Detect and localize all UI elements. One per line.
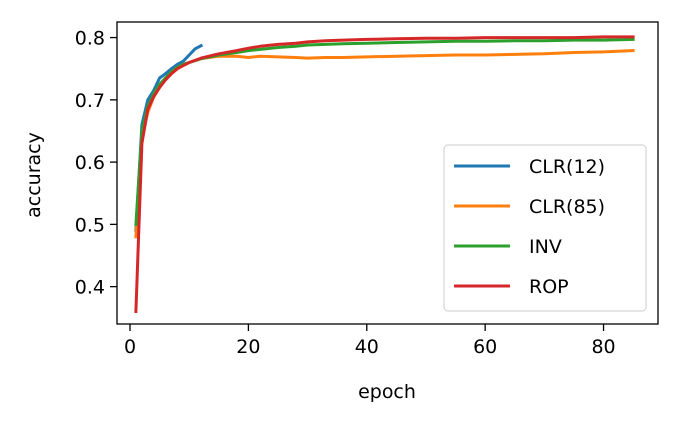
y-tick-label: 0.6 [75,152,105,174]
x-axis-title: epoch [358,381,416,403]
y-tick-label: 0.5 [75,214,105,236]
x-axis: 0 20 40 60 80 [124,324,616,358]
legend: CLR(12) CLR(85) INV ROP [443,144,647,312]
legend-label: CLR(12) [529,156,605,178]
x-tick-label: 0 [124,336,136,358]
series-layer [134,35,635,314]
plot-frame [116,21,659,325]
legend-label: INV [529,236,562,258]
x-tick-label: 40 [355,336,379,358]
y-tick-label: 0.4 [75,277,105,299]
legend-label: ROP [529,276,569,298]
legend-label: CLR(85) [529,196,605,218]
series-line-rop [134,35,635,314]
series-line-clr-12 [134,43,204,233]
legend-box [443,144,647,312]
y-tick-label: 0.7 [75,90,105,112]
x-tick-label: 80 [591,336,615,358]
y-axis-title: accuracy [23,132,45,218]
x-tick-label: 60 [473,336,497,358]
x-tick-label: 20 [236,336,260,358]
y-axis: 0.4 0.5 0.6 0.7 0.8 [75,28,117,299]
y-tick-label: 0.8 [75,28,105,50]
